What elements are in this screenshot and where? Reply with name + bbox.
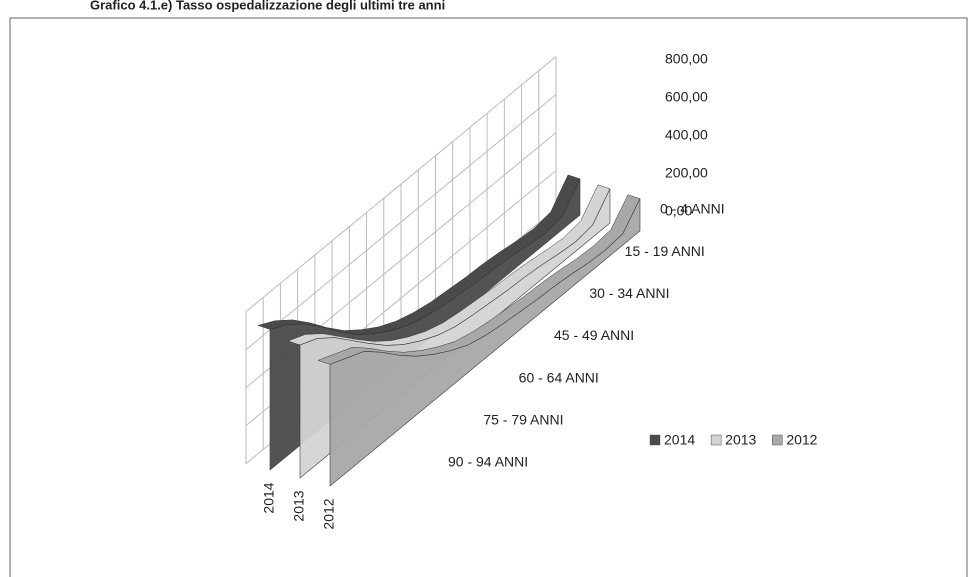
y-tick-label: 400,00 xyxy=(665,127,708,143)
x-tick-label: 75 - 79 ANNI xyxy=(483,412,563,428)
legend-swatch xyxy=(649,434,661,446)
x-tick-label: 30 - 34 ANNI xyxy=(589,285,669,301)
x-tick-label: 60 - 64 ANNI xyxy=(519,369,599,385)
series-label: 2013 xyxy=(291,490,307,521)
x-tick-label: 0 - 4 ANNI xyxy=(660,201,725,217)
legend-label: 2014 xyxy=(664,432,695,448)
series-label: 2014 xyxy=(261,482,277,513)
chart-title: Grafico 4.1.e) Tasso ospedalizzazione de… xyxy=(90,0,445,12)
area xyxy=(329,198,641,487)
x-tick-label: 90 - 94 ANNI xyxy=(448,454,528,470)
x-tick-label: 45 - 49 ANNI xyxy=(554,327,634,343)
y-tick-label: 800,00 xyxy=(665,51,708,67)
x-tick-label: 15 - 19 ANNI xyxy=(625,243,705,259)
legend-label: 2013 xyxy=(725,432,756,448)
y-tick-label: 200,00 xyxy=(665,165,708,181)
legend-label: 2012 xyxy=(786,432,817,448)
y-tick-label: 0,00 xyxy=(665,203,692,219)
series-label: 2012 xyxy=(321,498,337,529)
y-tick-label: 600,00 xyxy=(665,89,708,105)
chart-frame xyxy=(9,17,968,577)
legend-swatch xyxy=(710,434,722,446)
legend-swatch xyxy=(772,434,783,446)
